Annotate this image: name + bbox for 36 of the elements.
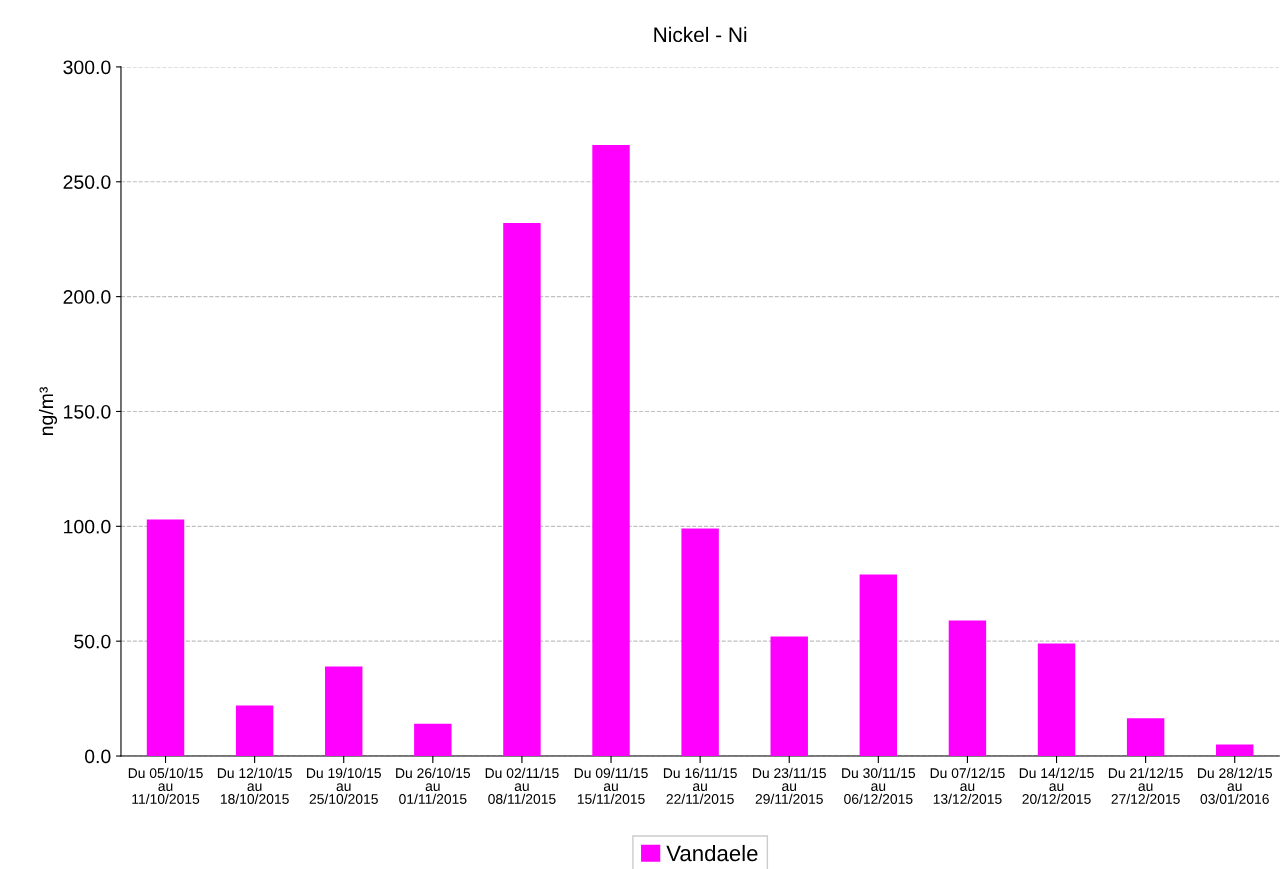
x-tick-label: Du 14/12/15 au 20/12/2015 — [1019, 767, 1094, 804]
bar — [146, 519, 185, 757]
x-tick-label: Du 07/12/15 au 13/12/2015 — [930, 767, 1005, 804]
bar — [414, 723, 452, 757]
bar — [592, 145, 630, 757]
x-tick-label: Du 30/11/15 au 06/12/2015 — [842, 767, 916, 804]
y-tick-label: 300.0 — [63, 60, 111, 75]
x-tick-label: Du 16/11/15 au 22/11/2015 — [663, 767, 737, 804]
y-axis-title: ng/m³ — [38, 387, 58, 436]
x-tick-label: Du 09/11/15 au 15/11/2015 — [574, 767, 648, 804]
bar — [503, 223, 541, 757]
bar — [235, 705, 274, 757]
y-tick-label: 50.0 — [74, 634, 111, 649]
x-tick-label: Du 28/12/15 au 03/01/2016 — [1198, 767, 1272, 804]
bar — [681, 528, 719, 757]
chart-title: Nickel - Ni — [654, 26, 747, 43]
y-tick-label: 100.0 — [64, 519, 111, 534]
x-tick-label: Du 26/10/15 au 01/11/2015 — [396, 767, 471, 804]
x-tick-label: Du 02/11/15 au 08/11/2015 — [485, 767, 559, 804]
x-tick-label: Du 12/10/15 au 18/10/2015 — [217, 767, 292, 804]
y-tick-label: 150.0 — [64, 404, 111, 419]
x-tick-label: Du 19/10/15 au 25/10/2015 — [307, 767, 381, 804]
bar — [325, 666, 363, 757]
y-tick-label: 250.0 — [63, 175, 111, 189]
bar — [1216, 744, 1254, 757]
x-tick-label: Du 21/12/15 au 27/12/2015 — [1108, 767, 1183, 804]
bar — [948, 620, 987, 757]
y-tick-label: 200.0 — [63, 290, 111, 304]
legend-label: Vandaele — [666, 844, 758, 862]
bar — [770, 636, 808, 757]
x-tick-label: Du 23/11/15 au 29/11/2015 — [753, 767, 826, 804]
bar — [1037, 643, 1076, 757]
y-tick-label: 0.0 — [84, 749, 111, 764]
bar — [1126, 718, 1165, 757]
bar — [859, 574, 898, 757]
x-tick-label: Du 05/10/15 au 11/10/2015 — [128, 767, 203, 804]
